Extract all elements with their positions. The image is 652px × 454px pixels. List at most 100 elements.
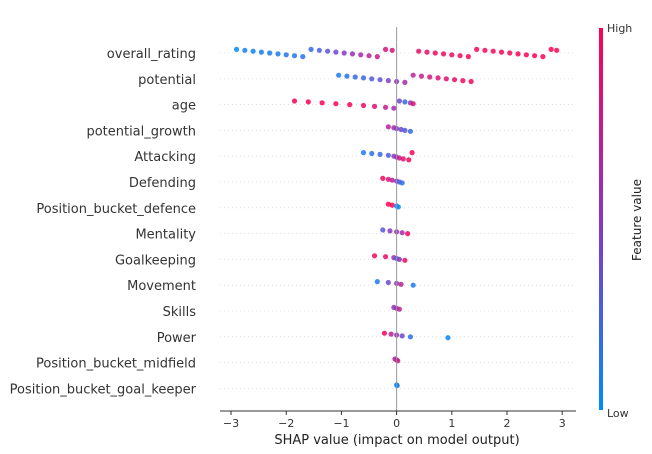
shap-point [554, 47, 560, 53]
shap-point [382, 104, 389, 110]
shap-point [410, 101, 416, 107]
shap-point [515, 51, 521, 57]
shap-point [319, 100, 325, 106]
beeswarm-points [233, 46, 560, 389]
shap-point [427, 74, 433, 80]
shap-point [398, 281, 404, 287]
shap-point [532, 53, 538, 59]
shap-point [369, 76, 375, 82]
shap-point [360, 102, 367, 109]
shap-point [451, 77, 458, 83]
shap-point [416, 48, 422, 54]
x-tick-label: −1 [333, 417, 349, 430]
feature-label: Power [157, 331, 197, 346]
shap-point [377, 151, 383, 157]
colorbar-high-label: High [607, 22, 632, 35]
colorbar-low-label: Low [607, 407, 629, 420]
x-tick-label: −2 [278, 417, 294, 430]
shap-point [409, 150, 415, 156]
shap-point [460, 78, 466, 84]
shap-point [399, 180, 405, 186]
shap-point [396, 256, 402, 262]
shap-point [457, 53, 463, 59]
shap-point [341, 50, 347, 56]
shap-point [410, 282, 416, 288]
shap-point [333, 49, 339, 55]
shap-point [381, 330, 388, 336]
x-tick-label: 3 [559, 417, 566, 430]
shap-point [358, 52, 364, 58]
shap-point [336, 72, 342, 78]
shap-point [371, 103, 378, 109]
shap-point [389, 177, 395, 183]
feature-label: overall_rating [107, 47, 196, 62]
shap-point [407, 334, 414, 340]
shap-point [389, 47, 395, 53]
feature-label: Position_bucket_goal_keeper [10, 382, 197, 397]
x-tick-label: 1 [448, 417, 455, 430]
shap-point [371, 253, 378, 259]
shap-point [380, 175, 386, 181]
shap-point [360, 75, 367, 81]
shap-point [347, 102, 353, 108]
shap-point [402, 99, 408, 105]
shap-point [402, 79, 408, 85]
shap-point [333, 101, 339, 107]
shap-point [396, 306, 402, 312]
shap-point [418, 73, 425, 79]
feature-label: Mentality [135, 228, 196, 243]
shap-point [435, 75, 441, 81]
shap-point [440, 51, 447, 57]
feature-label: Defending [129, 176, 196, 191]
shap-point [291, 98, 298, 104]
shap-point [406, 157, 412, 163]
shap-point [275, 51, 281, 57]
shap-point [399, 333, 405, 339]
shap-point [407, 128, 414, 134]
colorbar-title: Feature value [630, 179, 644, 261]
shap-point [482, 47, 488, 53]
shap-point [377, 77, 383, 83]
x-tick-label: −3 [223, 417, 239, 430]
shap-point [374, 279, 380, 285]
shap-point [250, 48, 256, 54]
shap-point [385, 78, 391, 84]
shap-point [432, 50, 438, 56]
shap-point [387, 228, 393, 234]
shap-point [385, 279, 391, 286]
shap-point [369, 150, 375, 157]
shap-point [443, 76, 449, 82]
colorbar: High Low Feature value [599, 22, 644, 420]
feature-label: Attacking [134, 150, 196, 165]
x-axis-title: SHAP value (impact on model output) [274, 433, 519, 448]
shap-point [352, 74, 358, 80]
feature-label: Position_bucket_midfield [36, 357, 196, 372]
feature-label: potential [138, 73, 196, 88]
shap-point [389, 202, 395, 208]
shap-point [410, 72, 416, 78]
shap-point [523, 52, 529, 58]
shap-point [507, 50, 513, 56]
shap-point [490, 48, 496, 54]
shap-point [344, 73, 350, 79]
shap-point [258, 49, 264, 55]
shap-point [349, 51, 356, 57]
shap-point [360, 150, 367, 156]
shap-point [396, 98, 402, 104]
shap-point [385, 124, 391, 130]
x-axis: −3 −2 −1 0 1 2 3 [220, 410, 576, 430]
shap-point [474, 46, 480, 53]
shap-point [308, 46, 314, 53]
shap-point [540, 54, 546, 60]
feature-labels: overall_rating potential age potential_grow… [10, 47, 197, 397]
shap-point [498, 49, 505, 55]
row-gridlines [220, 52, 576, 389]
shap-point [394, 383, 400, 389]
shap-point [300, 54, 306, 60]
feature-label: Goalkeeping [115, 253, 196, 268]
shap-point [374, 54, 380, 60]
shap-point [305, 99, 311, 105]
shap-point [402, 127, 408, 133]
shap-point [465, 54, 471, 60]
